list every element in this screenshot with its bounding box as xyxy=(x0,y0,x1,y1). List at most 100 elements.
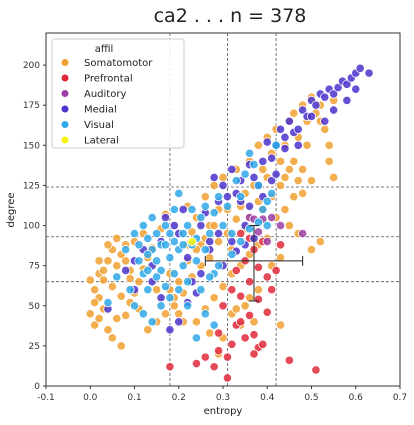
data-point-somatomotor xyxy=(116,341,126,351)
data-point-visual xyxy=(143,233,153,243)
data-point-visual xyxy=(169,204,179,215)
data-point-somatomotor xyxy=(143,325,153,335)
legend-label-visual: Visual xyxy=(84,120,114,131)
data-point-somatomotor xyxy=(160,309,171,319)
data-point-somatomotor xyxy=(253,140,263,150)
data-point-somatomotor xyxy=(324,156,334,166)
data-point-medial xyxy=(244,201,255,211)
data-point-somatomotor xyxy=(275,253,286,263)
data-point-visual xyxy=(165,293,175,303)
data-point-medial xyxy=(280,143,290,154)
data-point-medial xyxy=(160,212,171,223)
data-point-visual xyxy=(160,281,171,292)
data-point-medial xyxy=(196,220,206,231)
data-point-prefrontal xyxy=(249,330,259,340)
data-point-visual xyxy=(196,285,206,295)
data-point-visual xyxy=(134,240,144,250)
data-point-visual xyxy=(213,261,224,271)
data-point-auditory xyxy=(267,212,277,223)
data-point-prefrontal xyxy=(253,294,263,304)
data-point-visual xyxy=(138,309,148,319)
data-point-somatomotor xyxy=(103,256,113,266)
data-point-somatomotor xyxy=(275,320,286,330)
data-point-prefrontal xyxy=(227,285,237,295)
legend-label-somatomotor: Somatomotor xyxy=(84,58,153,69)
data-point-auditory xyxy=(275,220,286,231)
data-point-auditory xyxy=(298,228,308,239)
data-point-visual xyxy=(129,228,140,239)
x-tick-label: 0.3 xyxy=(216,393,230,403)
data-point-somatomotor xyxy=(125,273,135,284)
data-point-visual xyxy=(143,285,153,295)
data-point-somatomotor xyxy=(240,301,250,311)
data-point-medial xyxy=(306,111,317,122)
data-point-visual xyxy=(236,236,246,247)
data-point-somatomotor xyxy=(280,172,290,183)
data-point-somatomotor xyxy=(249,317,259,327)
data-point-visual xyxy=(121,245,131,255)
legend-marker-visual xyxy=(60,120,70,129)
data-point-somatomotor xyxy=(289,156,299,166)
data-point-visual xyxy=(169,236,179,247)
data-point-medial xyxy=(218,180,228,191)
legend-marker-somatomotor xyxy=(60,58,70,67)
y-tick-label: 125 xyxy=(23,181,40,191)
data-point-medial xyxy=(320,92,330,102)
data-point-prefrontal xyxy=(222,373,233,383)
legend-label-auditory: Auditory xyxy=(84,89,126,100)
data-point-visual xyxy=(174,188,184,199)
data-point-somatomotor xyxy=(90,320,100,330)
data-point-somatomotor xyxy=(169,301,179,311)
data-point-visual xyxy=(253,217,263,227)
y-tick-label: 75 xyxy=(29,262,40,272)
data-point-visual xyxy=(191,256,202,266)
data-point-medial xyxy=(183,253,193,263)
data-point-visual xyxy=(183,301,193,311)
data-point-somatomotor xyxy=(302,140,312,150)
legend-marker-auditory xyxy=(60,89,70,98)
x-tick-label: 0.5 xyxy=(304,393,318,403)
data-point-somatomotor xyxy=(121,256,131,266)
data-point-prefrontal xyxy=(271,265,281,276)
data-point-visual xyxy=(125,285,135,295)
data-point-medial xyxy=(329,105,339,115)
x-axis-ticks: -0.1 0.0 0.1 0.2 0.3 0.4 0.5 0.6 0.7 xyxy=(37,386,407,403)
chart-title: ca2 . . . n = 378 xyxy=(154,5,307,27)
data-point-somatomotor xyxy=(289,108,299,118)
data-point-visual xyxy=(152,256,162,266)
x-tick-label: 0.1 xyxy=(127,393,141,403)
data-point-prefrontal xyxy=(284,355,294,365)
data-point-medial xyxy=(178,204,188,215)
data-point-visual xyxy=(152,228,162,239)
data-point-somatomotor xyxy=(121,310,131,320)
data-point-visual xyxy=(156,265,166,276)
data-point-visual xyxy=(249,159,259,170)
legend-items: Somatomotor Prefrontal Auditory Medial Visua… xyxy=(60,58,153,147)
data-point-prefrontal xyxy=(311,365,321,375)
data-point-medial xyxy=(267,176,277,186)
data-point-visual xyxy=(209,320,219,330)
data-point-prefrontal xyxy=(218,301,228,311)
data-point-medial xyxy=(174,317,184,327)
data-point-prefrontal xyxy=(236,228,246,239)
data-point-medial xyxy=(222,192,233,202)
data-point-visual xyxy=(205,272,215,282)
data-point-somatomotor xyxy=(205,328,215,338)
data-point-medial xyxy=(342,95,352,105)
data-point-somatomotor xyxy=(200,192,210,202)
data-point-somatomotor xyxy=(98,275,109,285)
data-point-somatomotor xyxy=(315,236,325,247)
data-point-medial xyxy=(311,100,321,110)
data-point-visual xyxy=(213,192,224,202)
data-point-somatomotor xyxy=(298,188,308,199)
data-point-prefrontal xyxy=(200,352,210,362)
data-point-medial xyxy=(298,105,308,115)
data-point-prefrontal xyxy=(165,362,175,372)
legend-title: affil xyxy=(95,44,114,55)
data-point-somatomotor xyxy=(116,291,126,301)
data-point-medial xyxy=(364,68,374,78)
data-point-somatomotor xyxy=(218,172,228,183)
data-point-somatomotor xyxy=(253,285,263,295)
data-point-medial xyxy=(351,84,361,94)
